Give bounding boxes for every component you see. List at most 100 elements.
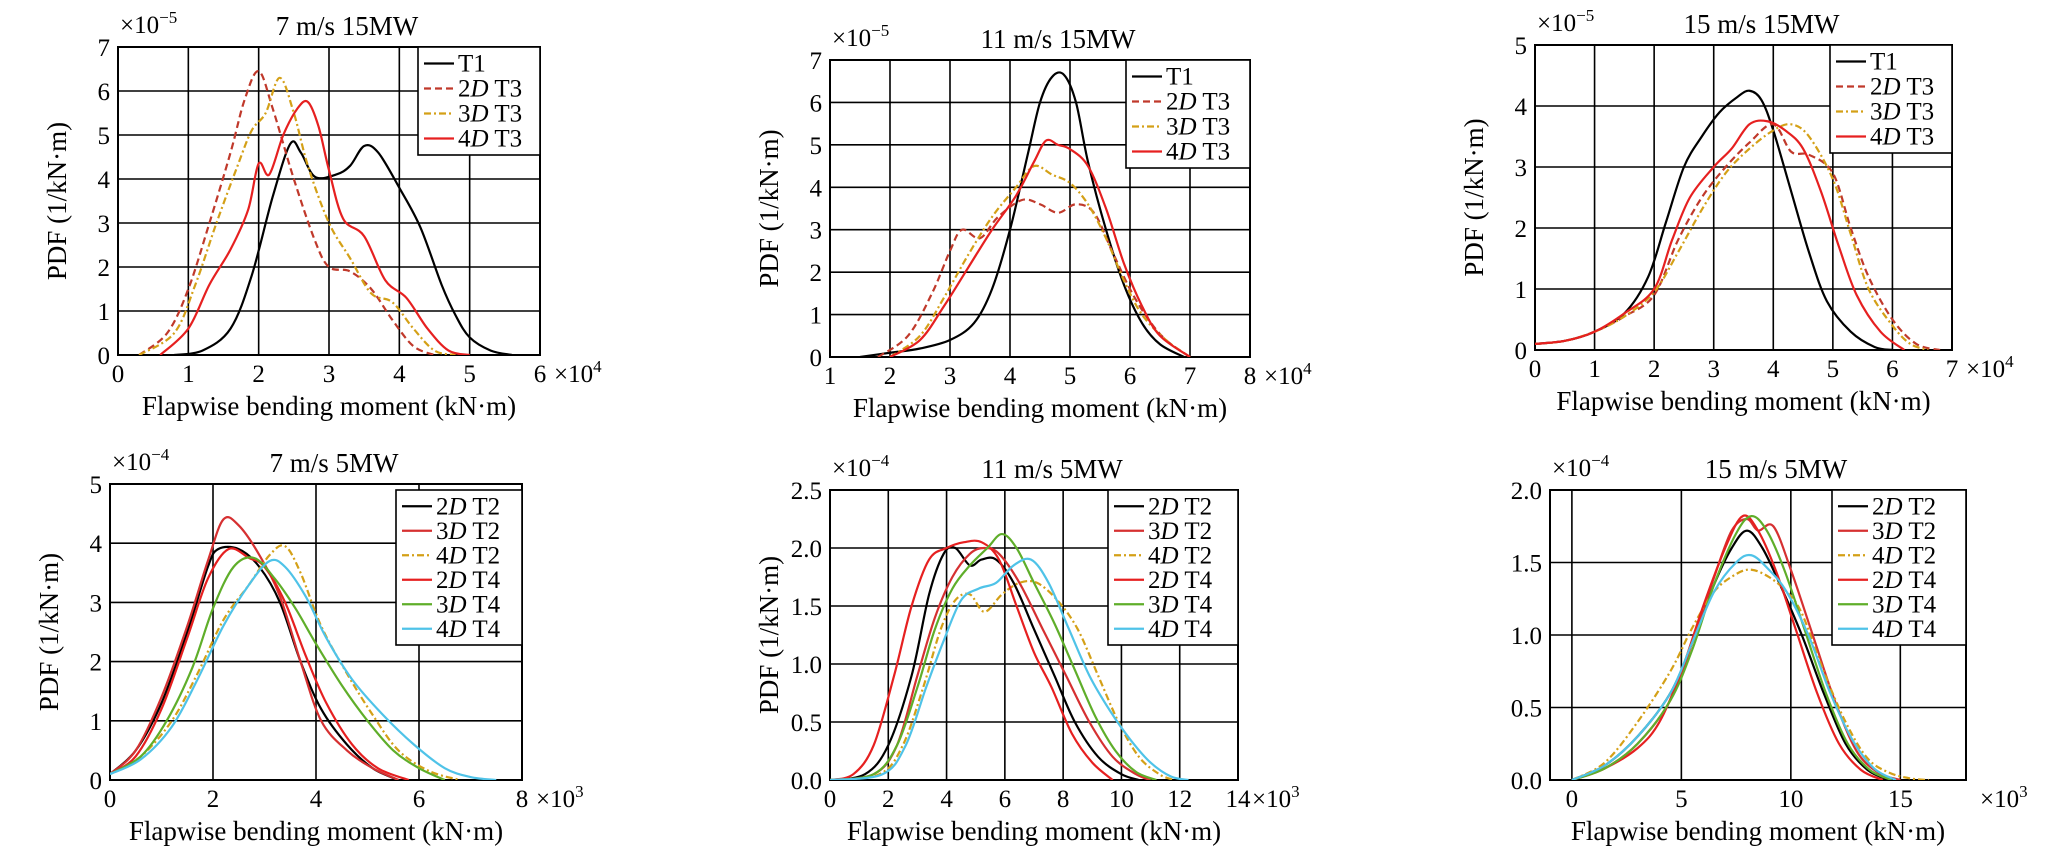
series-line-4d-t4 [830,557,1189,780]
y-tick-label: 5 [810,133,823,160]
y-tick-label: 2 [90,650,103,677]
legend-label: 4D T2 [1872,542,1936,569]
x-tick-label: 5 [1064,363,1077,390]
x-axis-multiplier: ×103 [536,782,584,813]
series-line-2d-t2 [110,545,399,780]
x-tick-label: 1 [824,363,837,390]
legend-label: T1 [458,51,486,78]
x-tick-label: 8 [1244,363,1257,390]
chart-panel-6: 0 5 10 15 0.0 0.5 1.0 1.5 2.0 ×10−4 ×103 15 m/s 5MW… [1511,451,2028,846]
y-tick-label: 2 [1515,216,1528,243]
x-axis-multiplier: ×104 [1966,352,2014,383]
series-line-2d-t2 [830,545,1140,780]
x-tick-label: 6 [1886,356,1899,383]
y-tick-label: 2 [810,260,823,287]
y-tick-label: 0.0 [791,768,822,795]
plot-frame [829,59,1251,358]
chart-title: 15 m/s 15MW [1683,9,1840,39]
legend-box [1831,489,1967,646]
series-line-4d-t4 [110,558,497,780]
y-tick-label: 4 [98,167,111,194]
y-tick-label: 3 [1515,155,1528,182]
y-axis-multiplier: ×10−4 [1552,451,1610,482]
series-line-2d-t4 [110,547,410,780]
y-tick-label: 0 [1515,338,1528,365]
y-tick-label: 2.0 [1511,478,1542,505]
x-tick-label: 1 [182,361,195,388]
chart-panel-4: 0 2 4 6 8 0 1 2 3 4 5 ×10−4 ×103 7 m/s 5MW Flapwise be… [34,445,584,846]
y-tick-label: 5 [90,472,103,499]
y-tick-label: 0.0 [1511,768,1542,795]
series-line-4d-t3 [1535,119,1906,350]
x-tick-label: 7 [1946,356,1959,383]
x-axis-multiplier: ×103 [1980,782,2028,813]
series-line-t1 [859,71,1185,357]
chart-title: 7 m/s 5MW [269,448,399,478]
x-tick-label: 3 [1707,356,1720,383]
x-tick-label: 4 [940,786,953,813]
x-tick-label: 10 [1109,786,1134,813]
legend-label: 2D T4 [436,567,501,594]
y-tick-label: 0.5 [791,710,822,737]
series-group [1535,89,1941,350]
x-tick-label: 0 [112,361,125,388]
legend-label: 4D T2 [1148,542,1212,569]
legend-box [417,46,541,156]
x-tick-label: 2 [882,786,895,813]
y-tick-label: 3 [98,211,111,238]
x-tick-label: 6 [534,361,547,388]
series-line-4d-t3 [159,99,470,355]
x-tick-label: 7 [1184,363,1197,390]
x-tick-label: 2 [252,361,265,388]
x-axis-multiplier: ×104 [554,357,602,388]
legend-label: 3D T4 [436,591,501,618]
chart-panel-3: 0 1 2 3 4 5 6 7 0 1 2 3 4 5 ×10−5 ×104 15 m/s 15MW Flapwi… [1459,6,2014,416]
y-tick-label: 1.0 [791,652,822,679]
series-line-3d-t2 [110,516,399,780]
chart-panel-5: 0 2 4 6 8 10 12 14 0.0 0.5 1.0 1.5 2.0 2.5 ×10−4 ×103 11… [754,451,1300,846]
series-line-4d-t3 [889,138,1191,357]
y-axis-multiplier: ×10−4 [112,445,170,476]
x-tick-label: 0 [104,786,117,813]
legend-label: T1 [1870,49,1898,76]
x-tick-label: 4 [1767,356,1780,383]
legend-label: 4D T3 [1166,139,1230,166]
legend-label: 2D T4 [1148,567,1213,594]
series-group [1571,514,1929,780]
x-tick-label: 0 [1566,786,1579,813]
legend-box [1107,489,1239,646]
x-tick-label: 1 [1588,356,1601,383]
legend-box [1125,59,1251,169]
chart-title: 7 m/s 15MW [276,11,419,41]
y-tick-label: 2.0 [791,536,822,563]
legend-label: T1 [1166,64,1194,91]
y-tick-label: 7 [98,35,111,62]
x-tick-label: 5 [1827,356,1840,383]
chart-title: 15 m/s 5MW [1705,454,1848,484]
legend-label: 2D T2 [436,493,500,520]
y-tick-label: 3 [810,218,823,245]
legend-label: 4D T4 [1148,616,1213,643]
series-line-3d-t3 [889,164,1191,357]
x-tick-label: 0 [824,786,837,813]
x-axis-label: Flapwise bending moment (kN·m) [853,393,1227,423]
x-tick-label: 14 [1226,786,1252,813]
series-group [138,70,513,355]
x-tick-label: 6 [999,786,1012,813]
y-tick-label: 6 [810,90,823,117]
series-line-2d-t3 [138,70,435,355]
x-axis-label: Flapwise bending moment (kN·m) [129,816,503,846]
y-axis-multiplier: ×10−5 [1537,6,1594,37]
legend-label: 2D T3 [458,76,522,103]
x-tick-label: 5 [1675,786,1688,813]
x-tick-label: 8 [516,786,529,813]
y-tick-label: 0 [90,768,103,795]
y-tick-label: 5 [1515,33,1528,60]
y-tick-label: 0 [98,343,111,370]
x-tick-label: 4 [1004,363,1017,390]
legend-label: 2D T4 [1872,567,1937,594]
legend-label: 4D T3 [1870,124,1934,151]
legend-label: 3D T4 [1148,591,1213,618]
